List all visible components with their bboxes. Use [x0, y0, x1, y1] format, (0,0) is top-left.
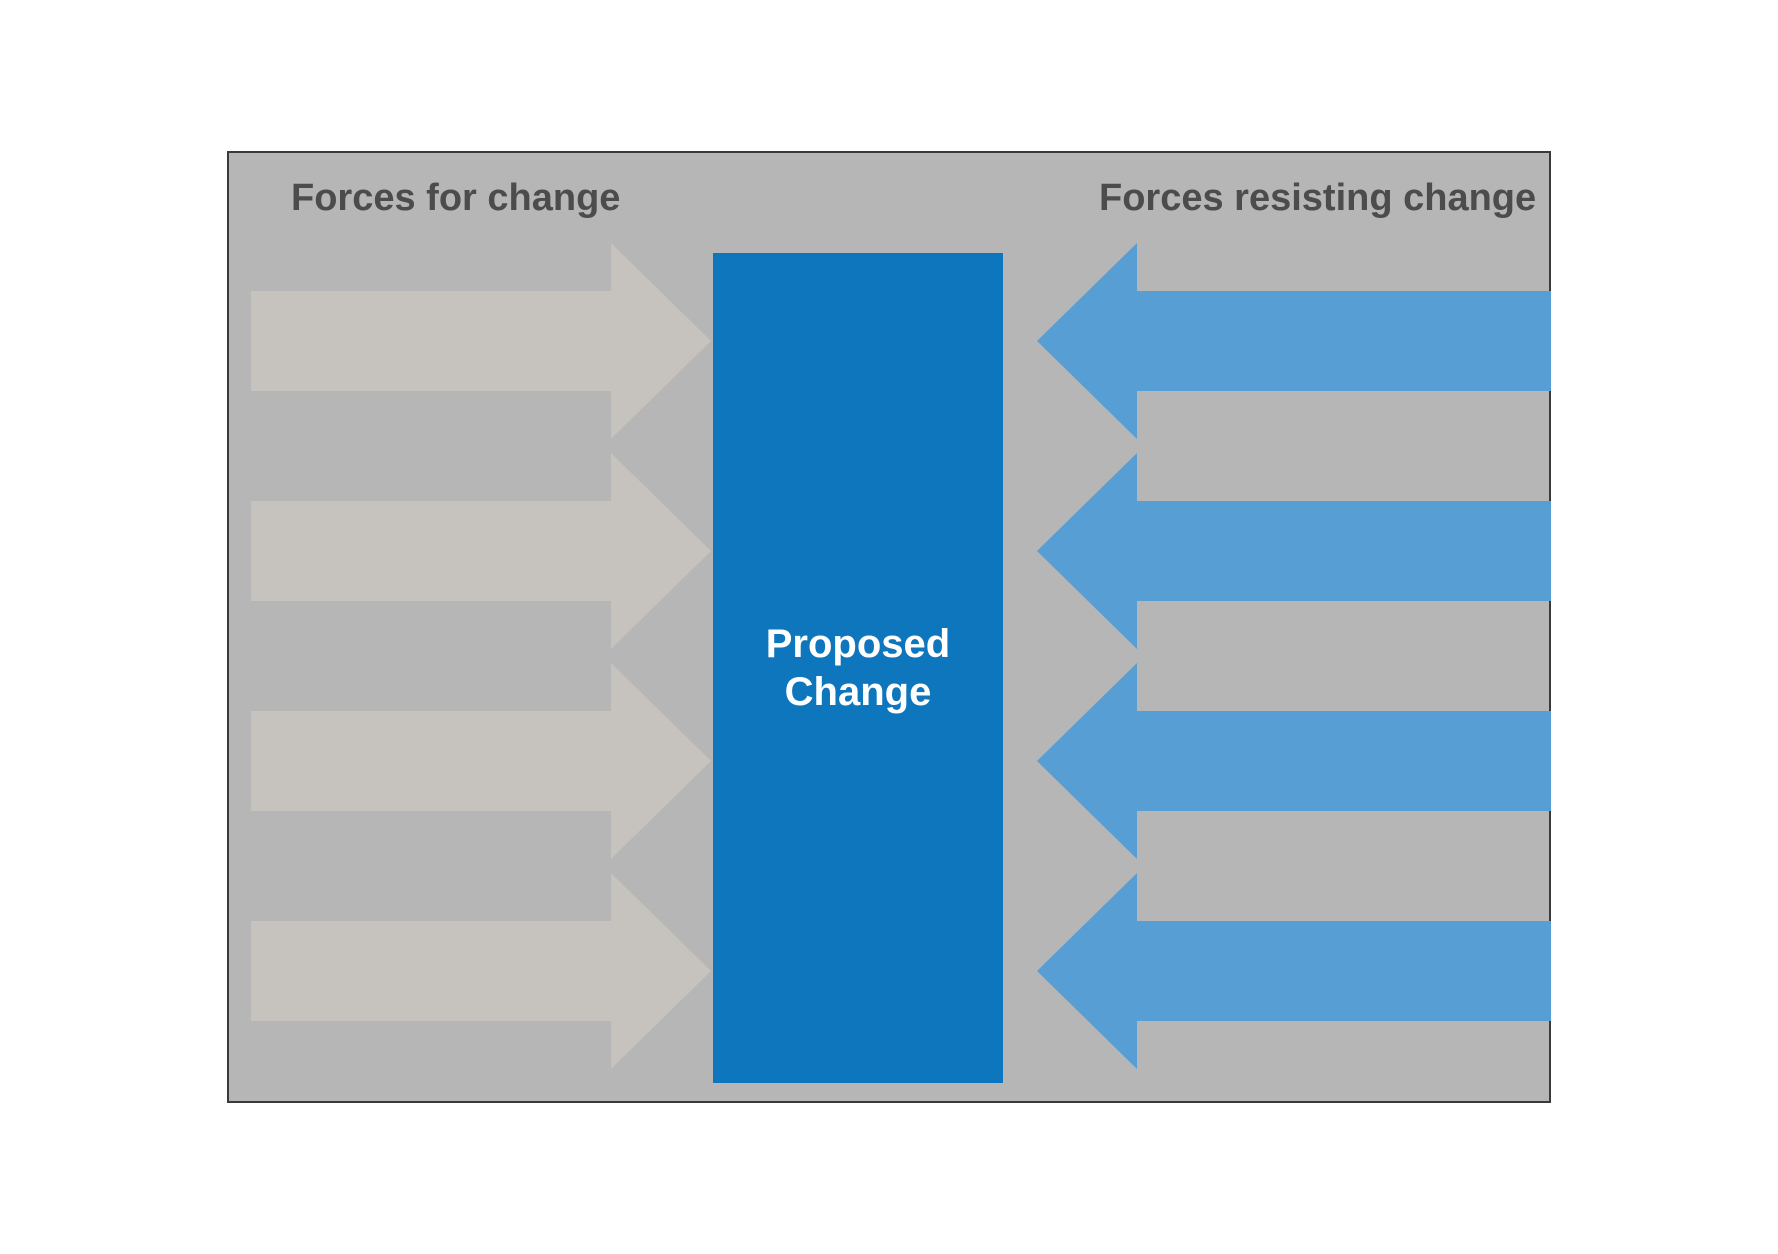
force-for-change-arrow-2	[251, 453, 711, 649]
force-resisting-change-arrow-4	[1037, 873, 1551, 1069]
force-resisting-change-arrow-3	[1037, 663, 1551, 859]
force-resisting-change-arrow-2	[1037, 453, 1551, 649]
force-field-diagram: Forces for change Forces resisting chang…	[227, 151, 1551, 1103]
force-resisting-change-arrow-1	[1037, 243, 1551, 439]
force-for-change-arrow-1	[251, 243, 711, 439]
arrows-layer	[229, 153, 1553, 1105]
force-for-change-arrow-3	[251, 663, 711, 859]
force-for-change-arrow-4	[251, 873, 711, 1069]
